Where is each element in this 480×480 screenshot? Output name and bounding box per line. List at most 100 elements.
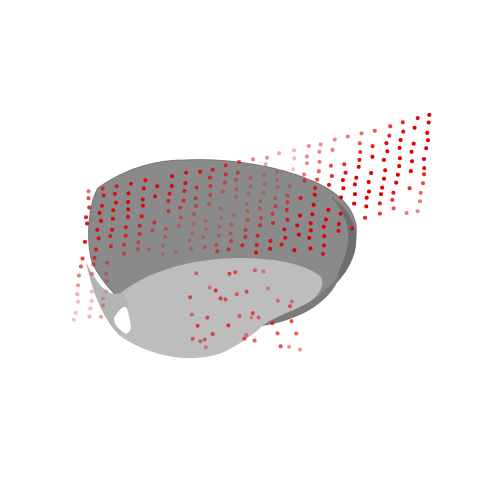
point-marker [415,116,420,121]
point-marker [298,347,302,352]
point-marker [292,148,296,153]
point-marker [302,172,307,177]
point-marker [308,221,313,226]
point-marker [397,164,402,169]
point-marker [275,298,280,303]
point-marker [339,195,343,200]
point-marker [285,200,290,205]
point-marker [155,184,160,189]
point-marker [140,197,145,202]
point-marker [203,218,208,223]
point-marker [71,317,76,322]
point-marker [89,289,94,294]
point-marker [243,228,248,232]
point-marker [150,228,155,233]
point-marker [100,203,104,208]
point-marker [322,243,326,248]
point-marker [189,312,194,317]
point-marker [191,212,196,217]
point-marker [104,288,109,293]
point-marker [308,246,313,251]
point-marker [283,235,288,240]
point-marker [89,299,94,303]
point-marker [229,239,234,244]
point-marker [270,211,275,216]
point-marker [397,145,402,150]
point-marker [92,255,97,260]
point-marker [246,191,251,196]
point-marker [364,204,369,209]
point-marker [216,233,221,238]
point-marker [422,157,426,161]
point-marker [317,149,322,154]
point-marker [364,195,369,200]
point-marker [265,286,270,291]
point-marker [229,222,234,227]
point-marker [245,218,250,223]
point-marker [146,247,151,252]
point-marker [296,232,301,237]
point-marker [390,197,395,202]
point-marker [123,225,128,230]
point-marker [332,137,337,142]
point-marker [84,215,88,220]
point-marker [352,201,357,206]
point-marker [385,149,390,154]
point-marker [422,172,426,177]
point-marker [404,211,409,215]
point-marker [377,211,382,216]
point-marker [394,180,399,185]
point-marker [233,270,238,275]
point-marker [86,196,91,201]
point-marker [237,314,242,319]
point-marker [163,234,168,239]
point-marker [316,169,321,174]
point-marker [421,181,425,186]
point-marker [306,144,311,148]
point-marker [167,191,172,196]
point-marker [191,221,196,226]
point-marker [398,138,403,142]
point-marker [202,245,207,250]
point-marker [198,169,203,174]
point-marker [328,163,333,168]
point-marker [101,296,105,301]
point-marker [356,164,361,169]
point-marker [203,227,208,232]
point-marker [258,199,263,204]
point-marker [411,141,416,146]
point-marker [310,212,315,217]
point-marker [78,264,83,269]
point-marker [273,204,278,209]
point-marker [73,310,78,315]
point-marker [75,292,80,297]
point-marker [198,339,203,344]
point-marker [345,134,350,139]
point-marker [412,125,417,130]
point-marker [418,199,422,204]
point-marker [223,172,228,177]
point-marker [152,220,157,225]
point-marker [195,323,200,328]
point-marker [135,247,140,251]
point-marker [313,186,318,190]
point-marker [136,240,141,245]
point-marker [382,176,386,181]
point-marker [121,251,126,256]
point-marker [95,227,100,232]
point-marker [82,239,87,244]
point-marker [248,176,253,180]
point-marker [424,146,429,151]
point-marker [268,238,273,243]
point-marker [258,223,262,228]
point-marker [427,112,432,117]
point-marker [90,271,95,276]
point-marker [358,150,363,154]
point-marker [261,190,266,195]
point-marker [173,249,178,254]
point-marker [244,333,249,338]
point-marker [94,247,98,252]
point-marker [205,315,210,320]
point-marker [318,142,323,147]
